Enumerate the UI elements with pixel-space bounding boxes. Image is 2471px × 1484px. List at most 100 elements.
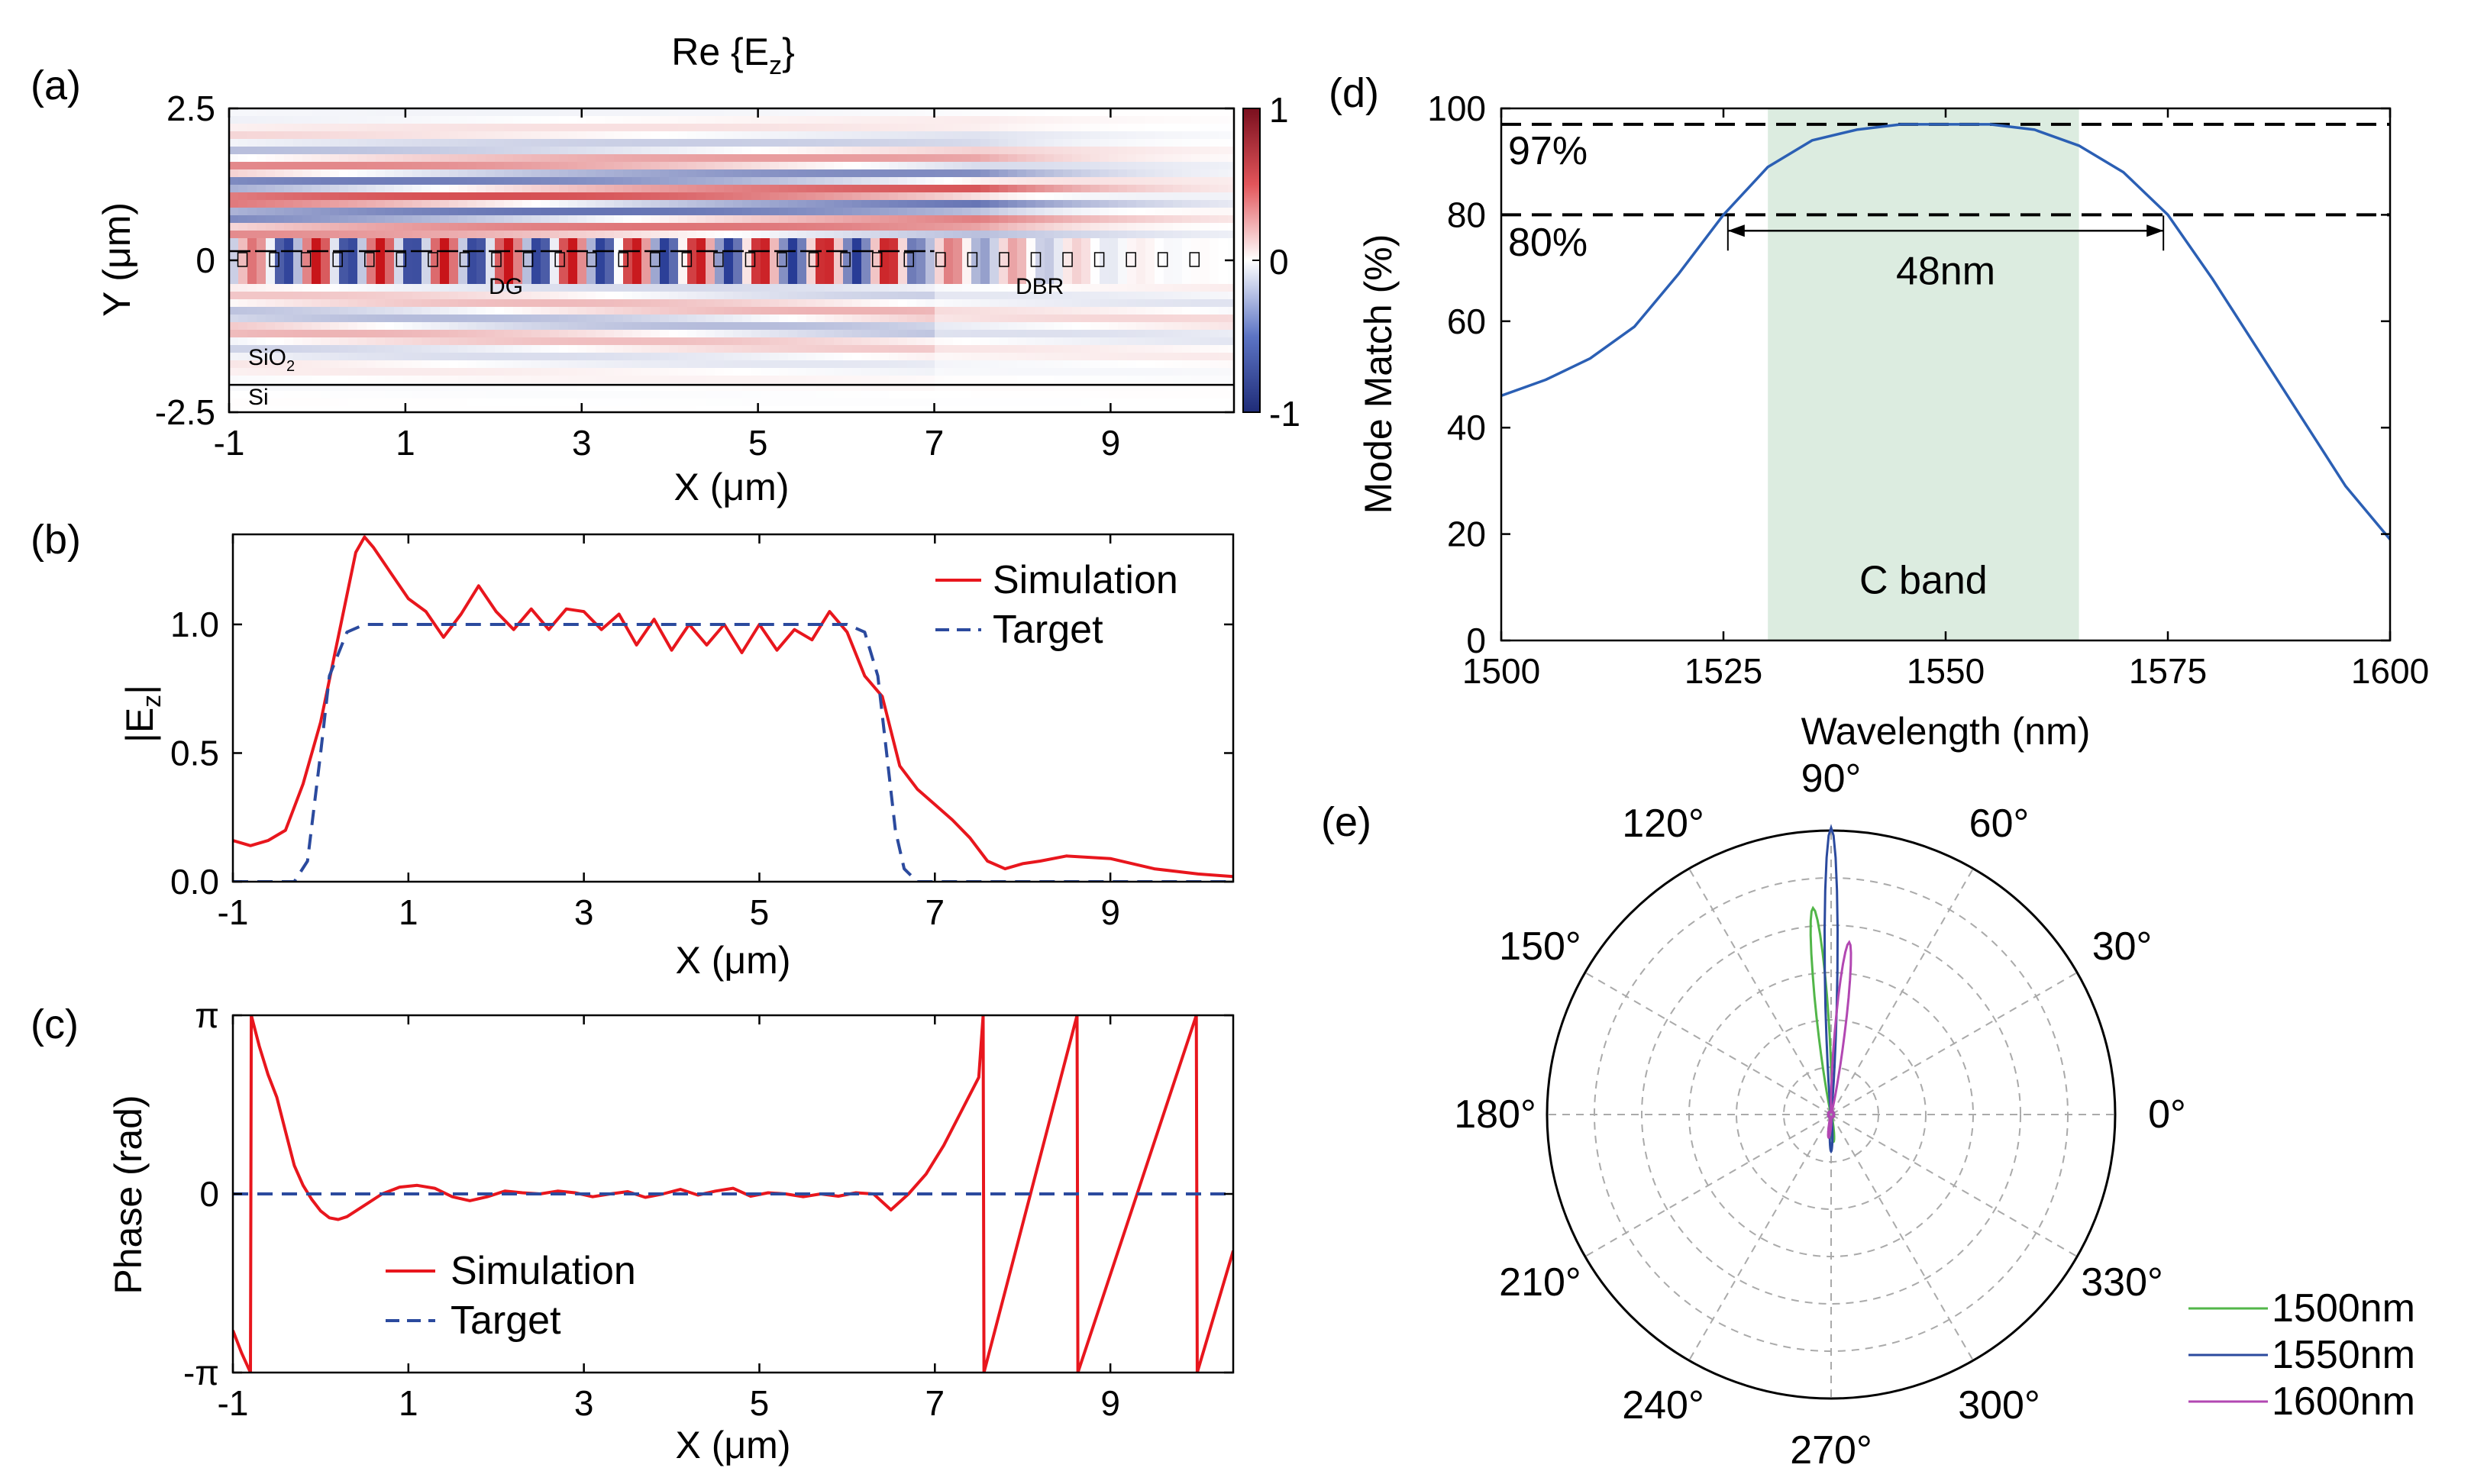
field-cell — [577, 192, 587, 201]
field-cell — [1200, 231, 1210, 239]
field-cell — [944, 154, 954, 163]
field-cell — [1054, 223, 1064, 231]
field-cell — [238, 368, 248, 376]
field-cell — [715, 406, 725, 412]
field-cell — [495, 154, 505, 163]
field-cell — [422, 192, 431, 201]
field-cell — [834, 360, 844, 369]
field-cell — [1090, 330, 1100, 338]
field-cell — [678, 253, 688, 262]
field-cell — [1063, 337, 1073, 346]
field-cell — [1054, 147, 1064, 155]
field-cell — [779, 238, 789, 247]
field-cell — [449, 185, 459, 193]
field-cell — [1155, 246, 1164, 254]
field-cell — [944, 360, 954, 369]
field-cell — [770, 383, 780, 392]
field-cell — [696, 192, 706, 201]
field-cell — [1090, 147, 1100, 155]
field-cell — [1072, 139, 1082, 147]
sio2-annotation: SiO2 — [248, 345, 295, 375]
field-cell — [751, 383, 761, 392]
field-cell — [1008, 192, 1018, 201]
field-cell — [980, 223, 990, 231]
field-cell — [238, 185, 248, 193]
field-cell — [1182, 299, 1192, 308]
field-cell — [687, 108, 697, 117]
field-cell — [1127, 215, 1137, 224]
field-cell — [522, 131, 532, 140]
field-cell — [367, 231, 376, 239]
field-cell — [596, 383, 606, 392]
field-cell — [275, 162, 285, 170]
field-cell — [550, 131, 560, 140]
field-cell — [669, 162, 679, 170]
field-cell — [422, 208, 431, 216]
field-cell — [916, 330, 926, 338]
field-cell — [944, 261, 954, 269]
field-cell — [641, 124, 651, 132]
field-cell — [467, 360, 477, 369]
field-cell — [422, 261, 431, 269]
field-cell — [669, 108, 679, 117]
field-cell — [476, 108, 486, 117]
field-cell — [1127, 261, 1137, 269]
field-cell — [1026, 131, 1036, 140]
field-cell — [1219, 108, 1229, 117]
field-cell — [696, 330, 706, 338]
field-cell — [1008, 246, 1018, 254]
field-cell — [531, 200, 541, 208]
field-cell — [614, 231, 624, 239]
field-cell — [806, 131, 816, 140]
field-cell — [312, 154, 321, 163]
field-cell — [422, 376, 431, 384]
field-cell — [742, 337, 752, 346]
field-cell — [559, 154, 569, 163]
field-cell — [1054, 299, 1064, 308]
field-cell — [916, 322, 926, 331]
field-cell — [687, 360, 697, 369]
field-cell — [871, 299, 880, 308]
field-cell — [339, 368, 349, 376]
field-cell — [971, 353, 981, 361]
field-cell — [980, 383, 990, 392]
field-cell — [651, 406, 661, 412]
field-cell — [266, 192, 276, 201]
field-cell — [1145, 284, 1155, 292]
field-cell — [935, 139, 945, 147]
field-cell — [522, 398, 532, 407]
field-cell — [962, 246, 972, 254]
field-cell — [330, 185, 340, 193]
field-cell — [412, 330, 422, 338]
field-cell — [761, 284, 770, 292]
field-cell — [257, 299, 266, 308]
field-cell — [953, 169, 963, 178]
field-cell — [715, 108, 725, 117]
field-cell — [247, 330, 257, 338]
field-cell — [1100, 177, 1110, 186]
field-cell — [229, 307, 239, 315]
field-cell — [1081, 131, 1091, 140]
field-cell — [541, 192, 551, 201]
field-cell — [348, 124, 358, 132]
field-cell — [275, 231, 285, 239]
field-cell — [1008, 330, 1018, 338]
field-cell — [275, 315, 285, 323]
field-cell — [852, 131, 862, 140]
field-cell — [999, 108, 1009, 117]
field-cell — [394, 360, 404, 369]
field-cell — [1155, 116, 1164, 124]
field-cell — [467, 131, 477, 140]
field-cell — [238, 200, 248, 208]
grating-tooth — [1189, 252, 1200, 267]
field-cell — [898, 276, 908, 285]
field-cell — [641, 337, 651, 346]
field-cell — [1081, 345, 1091, 353]
field-cell — [1127, 231, 1137, 239]
field-cell — [999, 139, 1009, 147]
y-tick-label: 100 — [1427, 89, 1486, 128]
field-cell — [476, 330, 486, 338]
field-cell — [1035, 345, 1045, 353]
field-cell — [1081, 330, 1091, 338]
field-cell — [742, 147, 752, 155]
